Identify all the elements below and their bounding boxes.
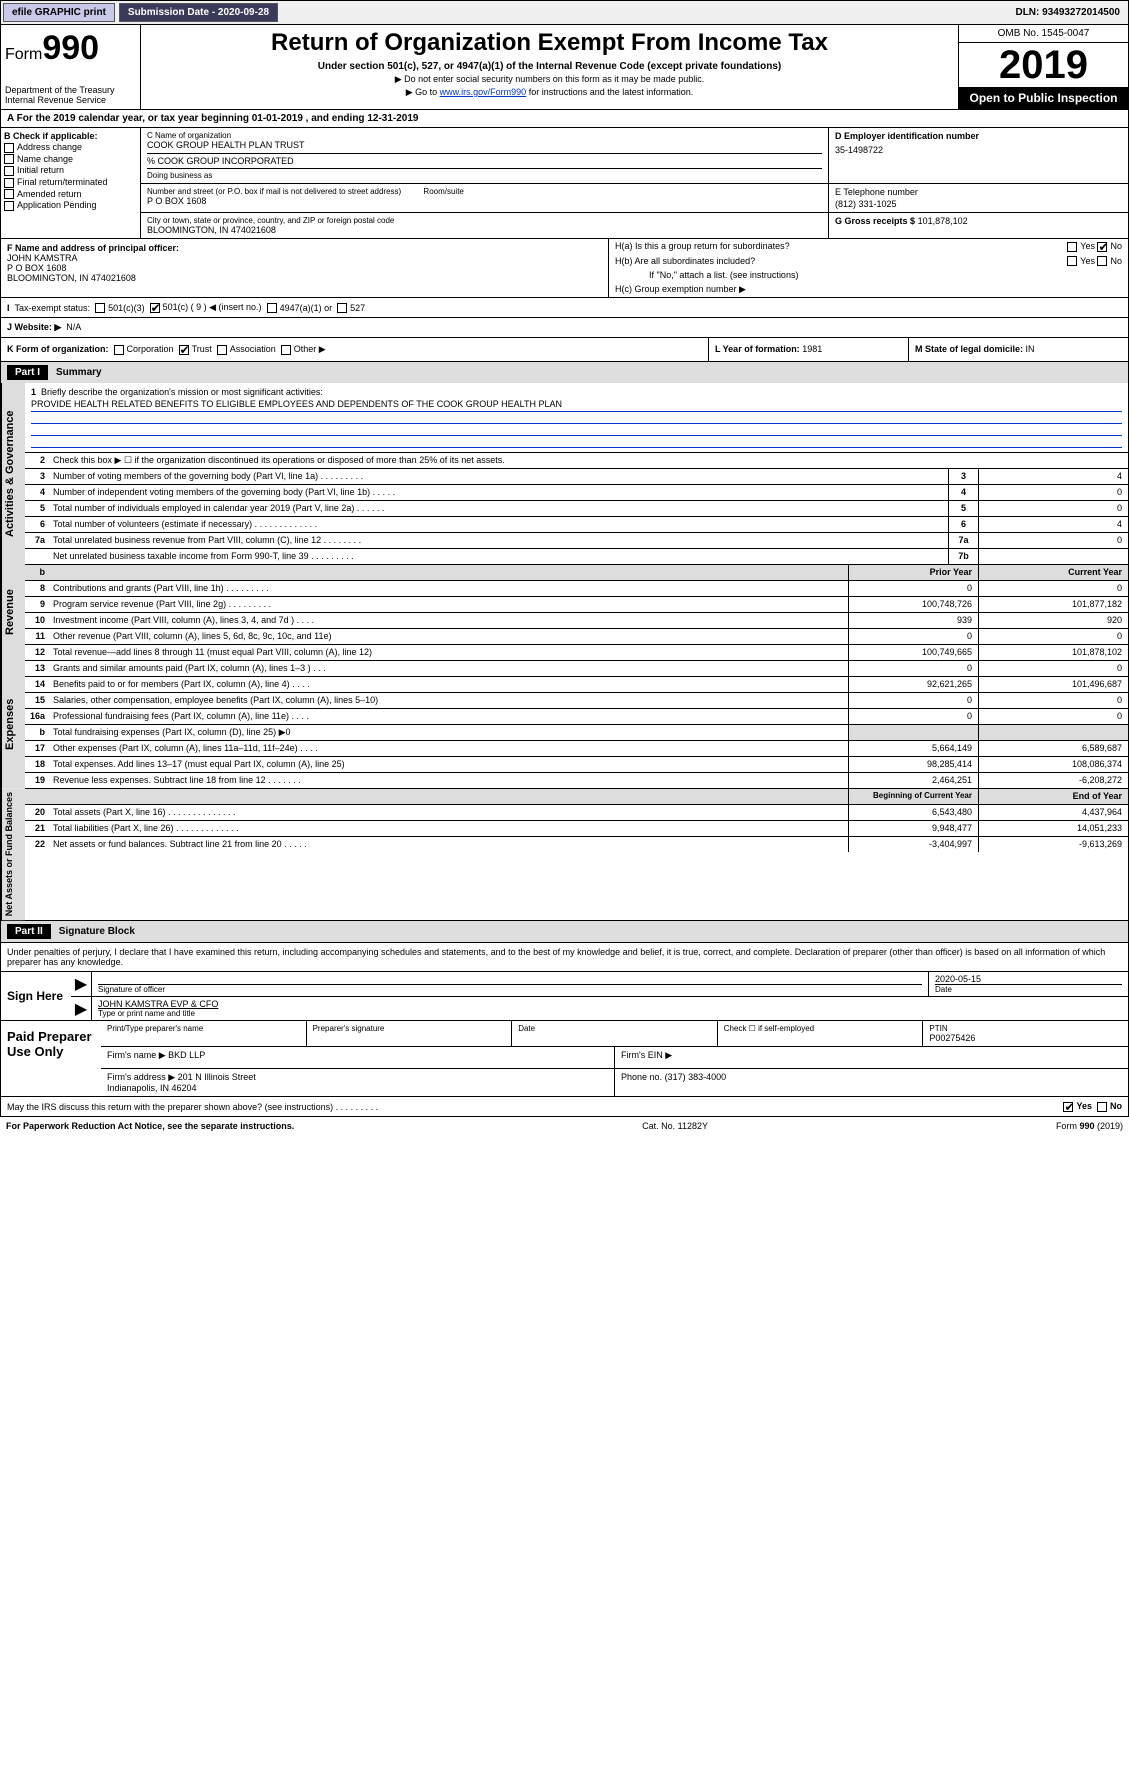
- officer-name: JOHN KAMSTRA EVP & CFO: [98, 999, 1122, 1009]
- firm-name: BKD LLP: [168, 1050, 205, 1060]
- cat-no: Cat. No. 11282Y: [294, 1121, 1056, 1131]
- paperwork-notice: For Paperwork Reduction Act Notice, see …: [6, 1121, 294, 1131]
- telephone: (812) 331-1025: [835, 199, 1122, 209]
- ein: 35-1498722: [835, 145, 1122, 155]
- section-f: F Name and address of principal officer:…: [1, 239, 608, 297]
- form-header: Form990 Department of the Treasury Inter…: [0, 25, 1129, 110]
- paid-preparer: Paid Preparer Use Only: [1, 1021, 101, 1096]
- tax-year: 2019: [959, 43, 1128, 87]
- tab-governance: Activities & Governance: [1, 383, 25, 564]
- note-link: ▶ Go to www.irs.gov/Form990 for instruct…: [149, 87, 950, 98]
- dln: DLN: 93493272014500: [1015, 7, 1126, 18]
- open-public: Open to Public Inspection: [959, 87, 1128, 109]
- sign-here: Sign Here: [1, 972, 71, 1020]
- perjury-declaration: Under penalties of perjury, I declare th…: [1, 943, 1128, 971]
- topbar: efile GRAPHIC print Submission Date - 20…: [0, 0, 1129, 25]
- section-b: B Check if applicable: Address change Na…: [1, 128, 141, 238]
- form-number: Form990: [5, 29, 136, 68]
- omb-number: OMB No. 1545-0047: [959, 25, 1128, 43]
- mission-text: PROVIDE HEALTH RELATED BENEFITS TO ELIGI…: [31, 397, 1122, 412]
- efile-button[interactable]: efile GRAPHIC print: [3, 3, 115, 22]
- dept-treasury: Department of the Treasury Internal Reve…: [5, 85, 136, 105]
- tax-exempt-row: I Tax-exempt status: 501(c)(3) 501(c) ( …: [0, 298, 1129, 318]
- line-a: A For the 2019 calendar year, or tax yea…: [0, 110, 1129, 128]
- street-address: P O BOX 1608: [147, 196, 822, 206]
- submission-date: Submission Date - 2020-09-28: [119, 3, 278, 22]
- org-name: COOK GROUP HEALTH PLAN TRUST: [147, 140, 822, 150]
- subtitle: Under section 501(c), 527, or 4947(a)(1)…: [149, 61, 950, 72]
- form-title: Return of Organization Exempt From Incom…: [149, 29, 950, 57]
- form-footer: Form 990 (2019): [1056, 1121, 1123, 1131]
- irs-link[interactable]: www.irs.gov/Form990: [440, 87, 527, 97]
- tab-expenses: Expenses: [1, 660, 25, 788]
- gross-receipts: 101,878,102: [918, 216, 968, 226]
- city-state-zip: BLOOMINGTON, IN 474021608: [147, 225, 822, 235]
- note-ssn: ▶ Do not enter social security numbers o…: [149, 74, 950, 85]
- website: N/A: [66, 322, 81, 333]
- tab-revenue: Revenue: [1, 564, 25, 660]
- tab-netassets: Net Assets or Fund Balances: [1, 788, 25, 920]
